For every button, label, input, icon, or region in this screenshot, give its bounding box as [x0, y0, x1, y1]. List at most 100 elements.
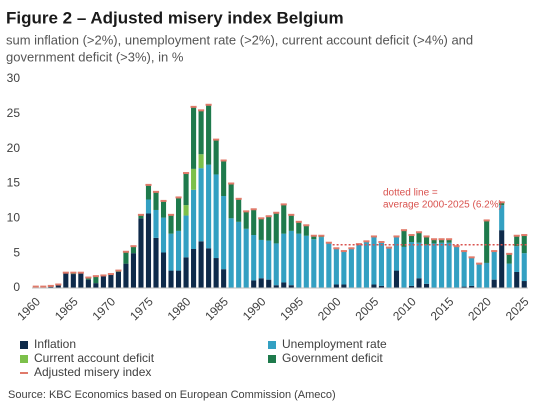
bar-segment — [326, 242, 332, 288]
bar-segment — [160, 200, 167, 218]
bar-segment — [408, 242, 415, 286]
bar-segment — [408, 285, 415, 288]
bar-segment — [198, 168, 204, 242]
bar-segment — [506, 253, 512, 264]
bar-segment — [341, 284, 347, 288]
bar-segment — [123, 251, 129, 264]
bar-segment — [431, 243, 437, 288]
bar-segment — [281, 204, 287, 234]
bar-segment — [439, 242, 445, 288]
bar-segment — [198, 241, 204, 288]
reference-label: dotted line = — [383, 188, 438, 199]
bar-segment — [333, 248, 339, 285]
bar-segment — [236, 198, 242, 222]
bar-segment — [123, 263, 129, 288]
source: Source: KBC Economics based on European … — [8, 389, 336, 401]
bar-segment — [206, 164, 212, 249]
y-tick-label: 10 — [7, 211, 21, 225]
legend-swatch — [20, 355, 28, 363]
bar-segment — [78, 272, 84, 288]
bar-segment — [288, 285, 294, 288]
bar-segment — [228, 183, 234, 219]
y-tick-label: 0 — [13, 280, 20, 294]
x-tick-label: 2015 — [428, 294, 457, 323]
bar-segment — [311, 235, 317, 240]
bar-segment — [416, 278, 422, 288]
bar-segment — [206, 104, 212, 165]
bar-segment — [273, 212, 279, 244]
legend-label: Current account deficit — [34, 351, 155, 365]
bar-segment — [333, 284, 339, 288]
bar-segment — [266, 240, 272, 280]
bar-segment — [499, 205, 505, 231]
bar-segment — [236, 221, 242, 288]
bar-segment — [258, 278, 264, 288]
bar-segment — [115, 271, 121, 288]
bar-segment — [341, 251, 347, 285]
bar-segment — [153, 237, 159, 288]
bar-segment — [243, 211, 249, 229]
bar-segment — [416, 232, 422, 243]
bar-segment — [221, 160, 227, 197]
bar-segment — [191, 248, 197, 288]
bar-segment — [198, 154, 204, 169]
bar-segment — [363, 241, 369, 288]
bar-segment — [273, 285, 279, 288]
bar-segment — [145, 184, 152, 200]
bar-segment — [484, 220, 490, 263]
bar-segment — [175, 270, 182, 288]
bar-segment — [469, 257, 475, 286]
reference-label: average 2000-2025 (6.2%) — [383, 200, 502, 211]
subtitle: sum inflation (>2%), unemployment rate (… — [6, 32, 473, 47]
bar-segment — [431, 239, 437, 244]
bar-segment — [85, 277, 91, 280]
bar-segment — [153, 209, 159, 238]
bar-segment — [175, 197, 182, 231]
legend-swatch — [268, 341, 276, 349]
bar-segment — [243, 228, 249, 288]
bar-segment — [281, 282, 287, 288]
bar-segment — [288, 214, 294, 231]
bar-segment — [153, 191, 159, 210]
bar-segment — [175, 230, 182, 271]
bar-segment — [296, 233, 302, 288]
chart-title: Figure 2 – Adjusted misery index Belgium — [6, 8, 344, 27]
bar-segment — [499, 202, 505, 206]
bar-segment — [296, 221, 302, 234]
bar-segment — [408, 235, 415, 243]
x-tick-label: 1965 — [52, 294, 81, 323]
legend-swatch — [20, 341, 28, 349]
x-tick-label: 1970 — [89, 294, 118, 323]
bar-segment — [221, 269, 227, 288]
bar-segment — [439, 239, 445, 243]
bar-segment — [213, 139, 219, 175]
x-tick-label: 1980 — [165, 294, 194, 323]
bar-segment — [266, 216, 272, 241]
bar-segment — [423, 236, 430, 245]
legend-swatch — [268, 355, 276, 363]
bar-segment — [100, 275, 106, 288]
bar-segment — [93, 283, 99, 288]
bar-segment — [514, 246, 520, 272]
bar-segment — [273, 243, 279, 286]
bar-segment — [416, 242, 422, 279]
bar-segment — [138, 218, 144, 288]
bar-segment — [93, 276, 99, 284]
y-tick-label: 20 — [7, 141, 21, 155]
bar-segment — [311, 239, 317, 288]
bar-segment — [491, 279, 497, 288]
x-tick-label: 2005 — [353, 294, 382, 323]
bar-segment — [145, 199, 152, 214]
bar-segment — [386, 247, 392, 288]
bar-segment — [499, 230, 505, 288]
bar-segment — [303, 225, 309, 236]
bar-segment — [393, 270, 400, 288]
bar-segment — [401, 230, 407, 247]
x-tick-label: 2025 — [503, 294, 532, 323]
bar-segment — [266, 279, 272, 288]
bar-segment — [63, 272, 69, 288]
bar-segment — [491, 251, 497, 280]
y-tick-label: 25 — [7, 106, 21, 120]
bar-segment — [183, 173, 189, 206]
